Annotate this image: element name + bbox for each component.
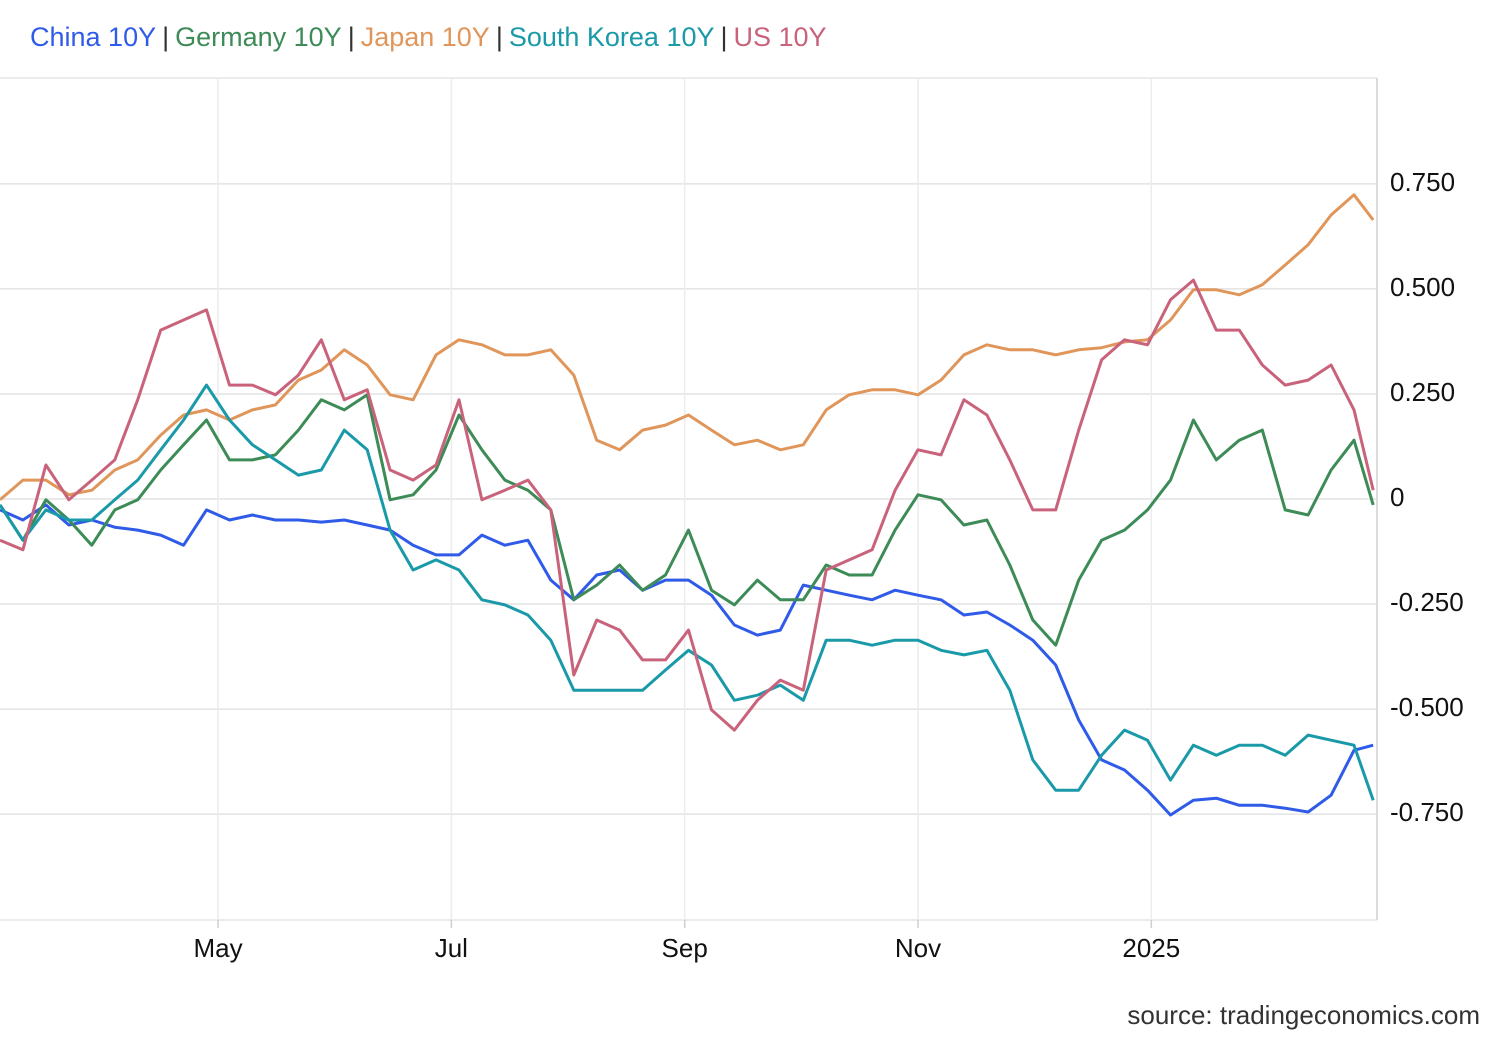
legend-separator: | [347, 22, 355, 52]
y-tick-label: -0.250 [1390, 587, 1464, 617]
x-tick-label: Nov [895, 933, 941, 963]
chart: 0.750 0.500 0.250 0 -0.250 -0.500 -0.750 May Jul… [0, 77, 1464, 963]
y-tick-label: -0.750 [1390, 797, 1464, 827]
legend: China 10Y | Germany 10Y | Japan 10Y | South Ko… [30, 22, 827, 53]
legend-separator: | [720, 22, 728, 52]
legend-entry: Germany 10Y [175, 22, 342, 52]
x-tick-label: Sep [662, 933, 708, 963]
y-tick-label: 0.250 [1390, 377, 1455, 407]
series-line [0, 393, 1375, 647]
series-line [0, 383, 1375, 801]
y-tick-label: 0.750 [1390, 167, 1455, 197]
x-tick-label: May [193, 933, 242, 963]
legend-entry: US 10Y [733, 22, 827, 52]
y-tick-label: 0.500 [1390, 272, 1455, 302]
x-tick-label: Jul [435, 933, 468, 963]
legend-separator: | [162, 22, 170, 52]
legend-entry: China 10Y [30, 22, 157, 52]
series-line [0, 503, 1374, 817]
legend-separator: | [495, 22, 503, 52]
y-tick-label: -0.500 [1390, 692, 1464, 722]
y-tick-label: 0 [1390, 482, 1404, 512]
legend-entry: South Korea 10Y [508, 22, 715, 52]
x-tick-label: 2025 [1122, 933, 1180, 963]
legend-entry: Japan 10Y [360, 22, 490, 52]
source-note: source: tradingeconomics.com [1127, 1000, 1480, 1030]
series-line [0, 278, 1375, 732]
series-line [0, 193, 1375, 501]
